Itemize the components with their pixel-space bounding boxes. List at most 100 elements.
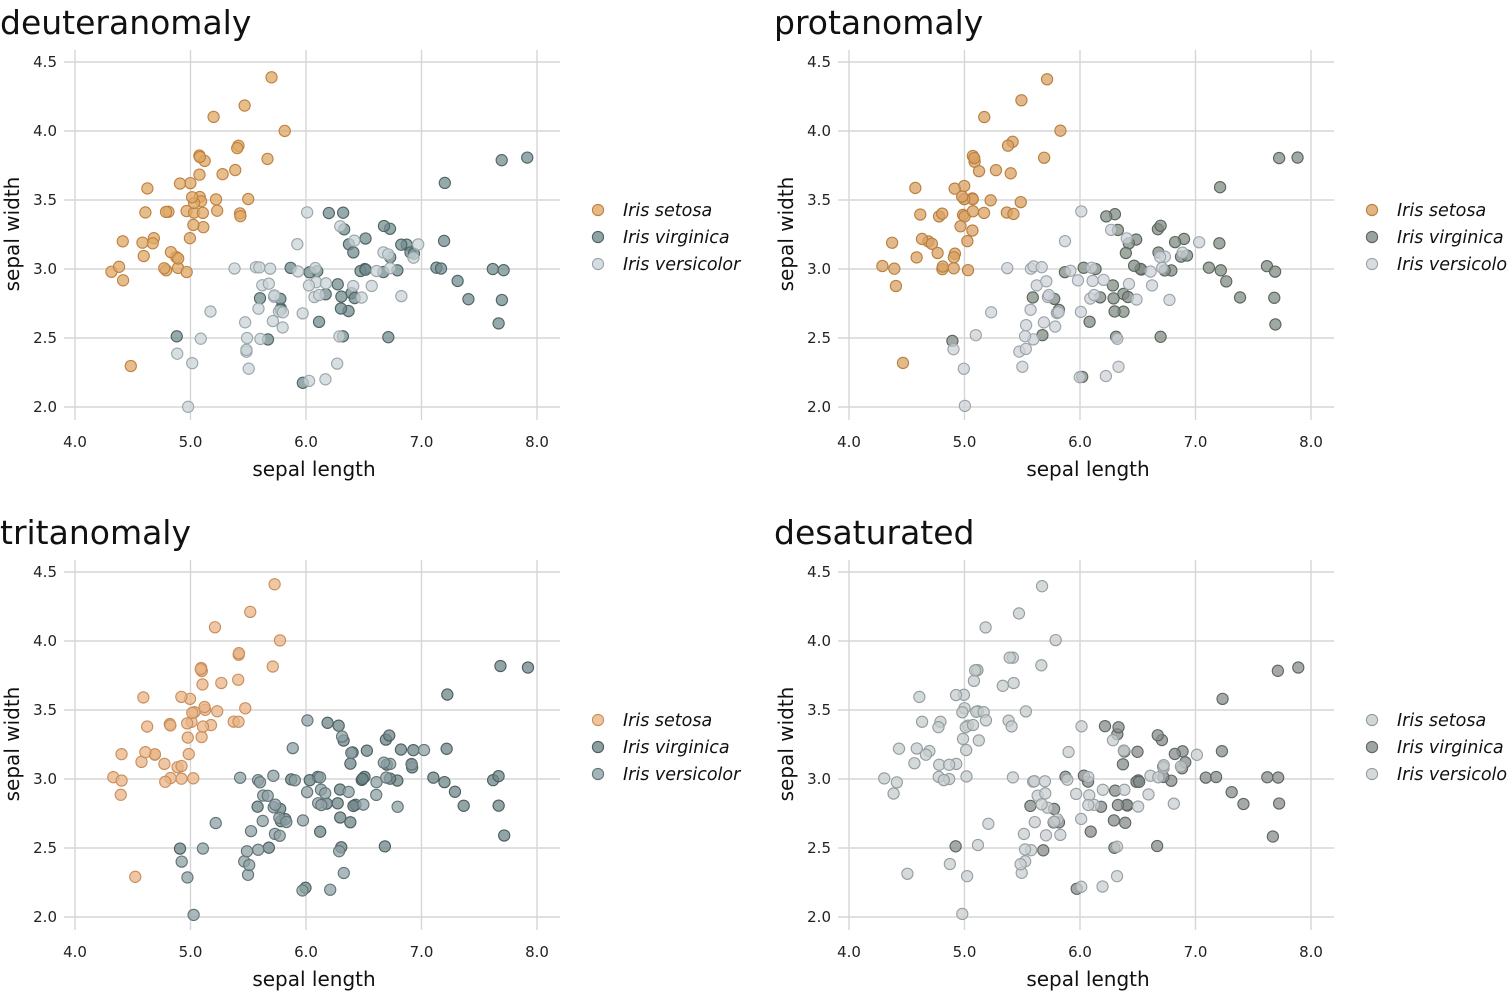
data-point-virginica — [382, 331, 395, 344]
data-point-virginica — [1116, 758, 1130, 771]
data-point-setosa — [910, 742, 923, 755]
data-point-setosa — [268, 578, 281, 591]
data-point-virginica — [394, 743, 408, 756]
data-point-versicolor — [240, 845, 254, 858]
data-point-versicolor — [1097, 273, 1110, 286]
data-point-virginica — [486, 262, 499, 276]
data-point-virginica — [1108, 305, 1121, 318]
data-point-setosa — [966, 224, 979, 237]
data-point-versicolor — [956, 907, 969, 921]
data-point-versicolor — [412, 238, 425, 251]
x-tick-label: 7.0 — [1184, 943, 1208, 961]
y-tick-label: 4.5 — [807, 53, 831, 71]
data-point-virginica — [334, 302, 348, 315]
data-point-versicolor — [357, 798, 370, 811]
data-point-versicolor — [1088, 288, 1101, 302]
data-point-versicolor — [1153, 250, 1167, 264]
data-point-setosa — [947, 251, 961, 264]
data-point-setosa — [278, 124, 291, 138]
legend-label: Iris versicolor — [1397, 255, 1508, 275]
data-point-virginica — [356, 772, 369, 785]
data-point-versicolor — [1157, 759, 1170, 772]
data-point-versicolor — [348, 234, 361, 247]
data-point-setosa — [232, 715, 245, 728]
chart-panel-desaturated: desaturated 4.0 5.0 6.0 7.0 8.0 2.0 2.5 3.0 3.5 4.… — [774, 510, 1508, 1007]
data-point-versicolor — [1142, 788, 1155, 801]
x-tick-label: 8.0 — [525, 433, 549, 451]
data-point-setosa — [919, 748, 933, 761]
data-point-virginica — [497, 264, 510, 277]
data-point-versicolor — [1017, 827, 1031, 841]
data-point-versicolor — [333, 330, 346, 343]
data-point-setosa — [186, 191, 199, 204]
data-point-virginica — [1266, 830, 1280, 843]
data-point-setosa — [914, 208, 927, 221]
x-tick-label: 6.0 — [1068, 943, 1092, 961]
data-point-virginica — [448, 785, 462, 798]
data-point-setosa — [1007, 207, 1020, 221]
legend-marker — [1365, 203, 1379, 217]
data-point-setosa — [196, 678, 209, 691]
x-tick-label: 4.0 — [63, 433, 87, 451]
data-point-virginica — [359, 232, 372, 245]
data-point-versicolor — [276, 321, 289, 334]
data-point-virginica — [344, 816, 357, 829]
data-point-setosa — [184, 176, 197, 190]
data-point-versicolor — [1018, 330, 1032, 343]
data-point-setosa — [892, 742, 906, 755]
data-point-versicolor — [1075, 880, 1088, 893]
data-point-setosa — [942, 758, 956, 771]
data-point-setosa — [141, 182, 154, 195]
data-point-setosa — [932, 721, 945, 734]
data-point-versicolor — [1112, 360, 1125, 373]
data-point-versicolor — [380, 771, 393, 784]
legend-marker — [591, 203, 605, 217]
data-point-setosa — [129, 870, 142, 883]
data-point-versicolor — [267, 769, 280, 782]
data-point-setosa — [1004, 167, 1017, 180]
data-point-setosa — [116, 274, 130, 287]
y-tick-label: 3.0 — [33, 770, 57, 788]
data-point-setosa — [137, 691, 150, 704]
data-point-virginica — [251, 800, 264, 813]
data-point-versicolor — [1035, 261, 1048, 274]
data-point-versicolor — [1086, 274, 1099, 288]
data-point-versicolor — [1144, 265, 1157, 278]
data-point-setosa — [231, 141, 244, 155]
data-point-virginica — [1237, 797, 1250, 811]
data-point-versicolor — [256, 814, 269, 828]
data-point-versicolor — [1110, 840, 1124, 853]
data-point-setosa — [1049, 633, 1062, 647]
legend-label: Iris virginica — [623, 738, 730, 758]
data-point-setosa — [978, 110, 991, 124]
y-tick-label: 3.5 — [33, 701, 57, 719]
chart-title: protanomaly — [774, 3, 983, 42]
y-tick-label: 4.0 — [807, 632, 831, 650]
data-point-versicolor — [1038, 775, 1052, 788]
data-point-versicolor — [370, 264, 383, 278]
data-point-versicolor — [186, 356, 199, 370]
y-tick-label: 3.0 — [807, 260, 831, 278]
data-point-virginica — [332, 719, 345, 732]
data-point-setosa — [956, 732, 970, 746]
x-tick-label: 7.0 — [410, 943, 434, 961]
data-point-virginica — [1119, 816, 1132, 829]
data-point-versicolor — [1042, 288, 1055, 302]
data-point-versicolor — [1163, 293, 1176, 307]
data-point-setosa — [196, 206, 210, 219]
data-point-setosa — [961, 234, 974, 248]
data-point-versicolor — [194, 332, 207, 345]
data-point-versicolor — [228, 262, 241, 275]
data-point-virginica — [1107, 292, 1120, 305]
data-point-versicolor — [947, 343, 960, 356]
data-point-virginica — [1106, 279, 1120, 292]
data-point-setosa — [1007, 676, 1020, 690]
data-point-setosa — [196, 720, 210, 733]
data-point-versicolor — [1037, 316, 1051, 329]
data-point-versicolor — [337, 866, 350, 880]
y-tick-label: 2.5 — [33, 329, 57, 347]
data-point-setosa — [967, 674, 981, 688]
data-point-versicolor — [204, 305, 217, 318]
data-point-virginica — [262, 841, 275, 854]
data-point-versicolor — [971, 838, 985, 852]
